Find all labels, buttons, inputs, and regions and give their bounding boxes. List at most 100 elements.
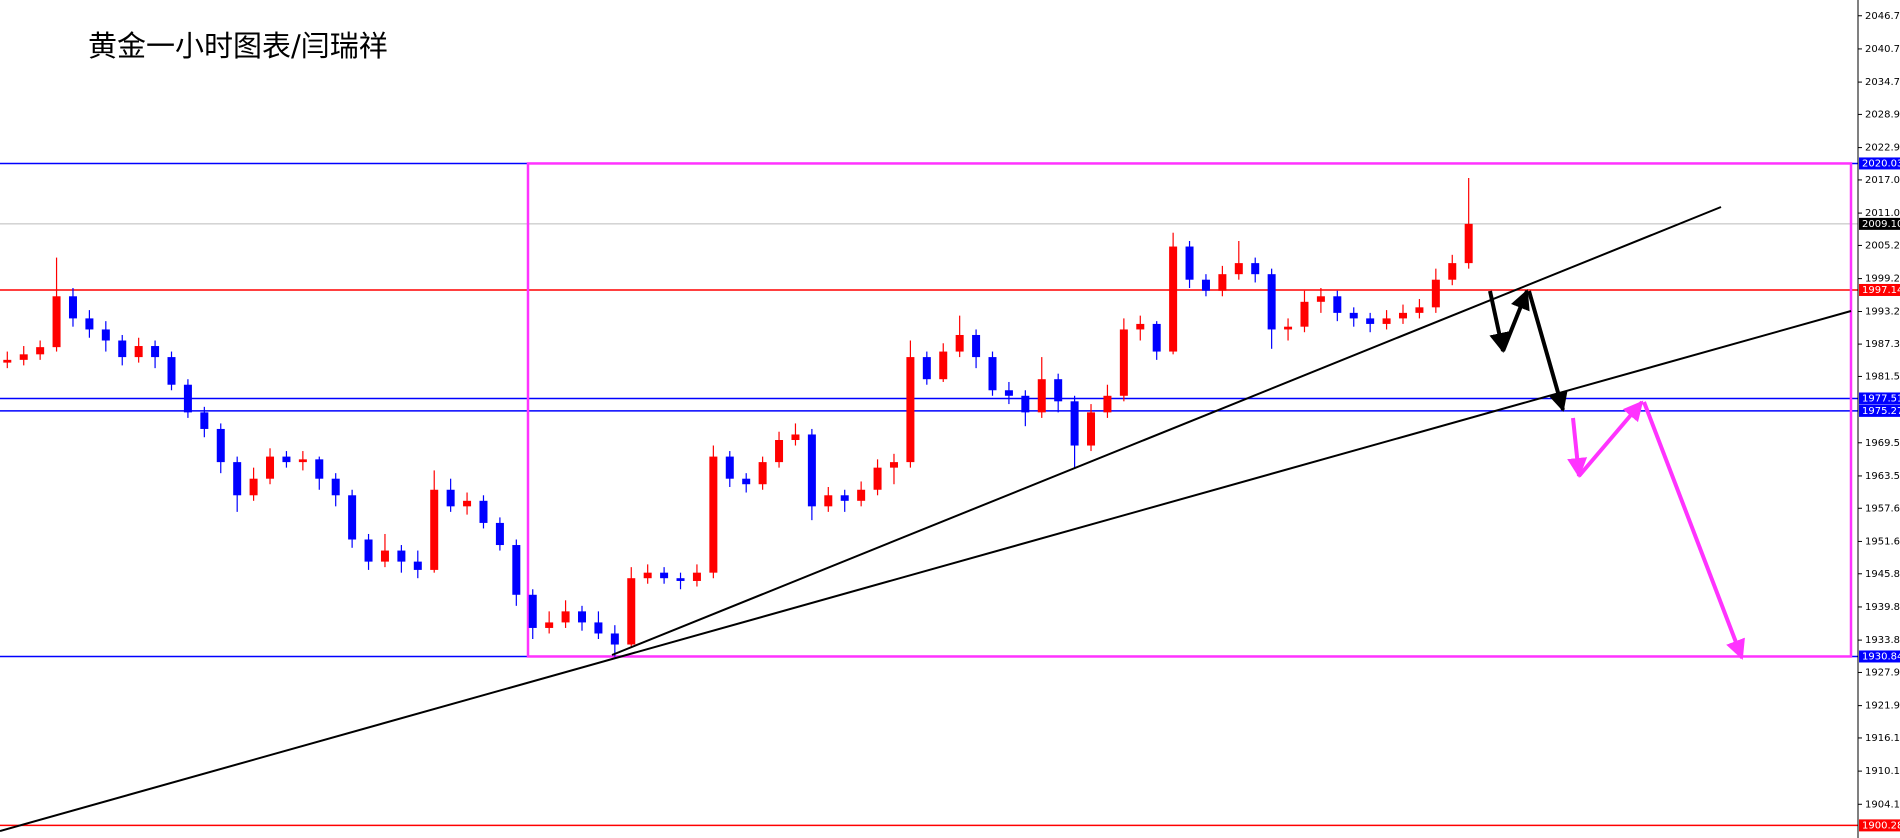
candle-body [298,459,307,463]
candle-body [578,611,586,623]
candle-body [183,384,192,413]
chart-title: 黄金一小时图表/闫瑞祥 [88,29,388,63]
level-label: 1900.28 [1862,820,1900,831]
candle-body [1415,307,1424,313]
candle-body [200,412,209,429]
candle-body [85,318,94,330]
candle-body [52,296,61,348]
candle-body [1382,318,1391,324]
arrow [1567,417,1588,478]
candle-body [1284,326,1293,330]
y-tick-label: 1927.95 [1865,667,1900,678]
candle-body [495,522,504,546]
candle-body [807,434,816,507]
candle-body [167,357,176,385]
y-tick-label: 2011.05 [1865,208,1900,219]
y-tick-label: 2017.05 [1865,175,1900,186]
range-box [526,162,1853,658]
candle-body [1267,274,1276,330]
level-label-box [1859,157,1900,170]
candle-body [1251,263,1260,275]
candle-body [972,334,981,358]
candle-body [758,462,767,485]
y-tick-label: 1933.80 [1865,635,1900,646]
candle-body [775,440,784,463]
level-label: 1997.14 [1862,285,1900,296]
y-tick-label: 1921.95 [1865,701,1900,712]
candle-body [233,462,242,496]
candle-body [1037,379,1046,413]
level-label: 1977.51 [1862,393,1900,404]
candle-body [742,478,751,485]
candle-body [1399,312,1407,319]
candle-body [512,545,521,595]
candle-body [1021,395,1030,413]
y-tick-label: 2005.20 [1865,240,1900,251]
candle-body [479,500,488,523]
candle-body [1070,401,1079,446]
candle-body [561,611,570,623]
candle-body [101,329,110,341]
y-tick-label: 1957.65 [1865,503,1900,514]
candle-body [348,495,357,540]
candle-body [594,622,603,634]
candle-body [1234,263,1243,275]
candle-body [643,572,652,579]
y-tick-label: 1963.50 [1865,471,1900,482]
y-tick-label: 2046.75 [1865,11,1900,22]
candle-body [676,578,685,581]
level-label: 2009.10 [1862,219,1900,230]
y-tick-label: 1939.80 [1865,602,1900,613]
y-tick-label: 2034.75 [1865,77,1900,88]
candle-body [1448,263,1457,280]
y-tick-label: 1904.10 [1865,799,1900,810]
level-label: 1975.27 [1862,406,1900,417]
candle-body [873,467,882,490]
candle-body [282,456,291,463]
candle-body [249,478,258,496]
candle-body [1004,390,1013,396]
candle-body [1119,329,1128,396]
candle-body [1152,323,1161,352]
candle-body [627,578,636,645]
y-tick-label: 1999.20 [1865,274,1900,285]
candle-body [413,561,422,570]
arrow [1642,401,1745,660]
candle-body [1201,279,1210,291]
candle-body [151,346,160,358]
candle-body [906,357,915,463]
candle-body [446,489,455,507]
candle-body [824,495,833,507]
candle-body [1169,246,1178,352]
annotations [0,206,1852,832]
candle-body [364,539,373,562]
level-label: 2020.03 [1862,158,1900,169]
arrow [1527,290,1568,412]
candle-body [1349,312,1358,319]
arrow [1488,290,1509,353]
y-tick-label: 1987.35 [1865,339,1900,350]
trend-line [0,310,1852,832]
y-tick-label: 2040.75 [1865,44,1900,55]
candle-body [68,296,77,319]
y-tick-label: 2028.90 [1865,109,1900,120]
candle-body [1300,301,1309,327]
candle-body [266,456,275,479]
candle-body [1087,412,1096,446]
arrow [1577,400,1644,478]
candle-body [331,478,340,496]
candle-body [134,346,143,358]
candle-body [922,357,931,380]
candle-body [36,347,45,355]
candle-body [397,550,406,562]
y-tick-label: 1981.50 [1865,371,1900,382]
candle-body [857,489,866,501]
candle-body [1218,274,1227,291]
candle-body [840,495,849,501]
candle-body [528,594,537,628]
level-label-box [1859,217,1900,230]
candle-body [430,489,439,570]
candle-body [955,334,964,352]
candle-body [610,633,619,645]
trend-line [611,206,1722,656]
